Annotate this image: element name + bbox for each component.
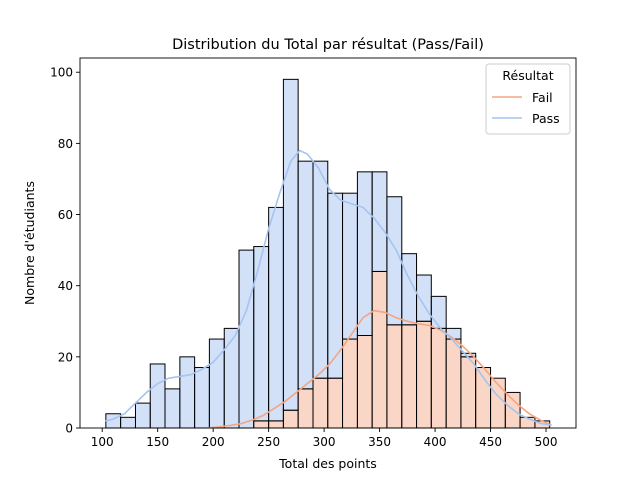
bar-pass <box>164 388 181 429</box>
x-axis: 100 150 200 250 300 350 400 450 500 <box>91 428 558 449</box>
bar-pass <box>134 402 151 429</box>
x-tick-label: 250 <box>257 435 280 449</box>
y-tick-label: 20 <box>58 350 73 364</box>
bar-pass <box>179 356 196 429</box>
bar-pass <box>238 249 255 429</box>
bar-fail <box>342 338 358 429</box>
chart-title: Distribution du Total par résultat (Pass… <box>172 37 484 53</box>
y-axis: 0 20 40 60 80 100 <box>50 66 80 436</box>
bar-fail <box>312 377 329 429</box>
y-tick-label: 0 <box>65 422 73 436</box>
y-tick-label: 80 <box>58 137 73 151</box>
bar-pass <box>253 246 270 422</box>
kde-layer <box>105 149 552 429</box>
x-tick-label: 350 <box>368 435 391 449</box>
y-tick-label: 40 <box>58 279 73 293</box>
bar-pass <box>282 78 299 411</box>
bar-fail <box>356 335 373 429</box>
legend: Résultat Fail Pass <box>485 63 571 135</box>
bar-fail <box>401 324 418 429</box>
bar-pass <box>297 160 314 390</box>
bar-fail <box>490 377 506 429</box>
kde-line-pass <box>105 149 552 426</box>
bar-fail <box>430 327 447 429</box>
bar-fail <box>445 338 462 429</box>
bar-fail <box>371 270 388 429</box>
bar-pass <box>342 192 358 340</box>
y-axis-label: Nombre d'étudiants <box>22 181 37 305</box>
bar-pass <box>194 367 210 429</box>
bars-layer <box>105 78 551 429</box>
x-tick-label: 200 <box>202 435 225 449</box>
x-tick-label: 150 <box>146 435 169 449</box>
bar-pass <box>386 196 403 326</box>
x-tick-label: 400 <box>424 435 447 449</box>
x-axis-label: Total des points <box>278 456 377 471</box>
bar-fail <box>253 420 270 429</box>
x-tick-label: 300 <box>313 435 336 449</box>
legend-box <box>485 63 571 135</box>
x-tick-label: 500 <box>535 435 558 449</box>
bar-pass <box>312 160 329 379</box>
plot-frame <box>79 57 577 429</box>
bar-fail <box>416 320 432 429</box>
y-tick-label: 60 <box>58 208 73 222</box>
bar-pass <box>430 295 447 329</box>
bar-pass <box>445 327 462 340</box>
bar-fail <box>460 356 477 429</box>
bar-pass <box>268 206 284 422</box>
bar-fail <box>297 388 314 429</box>
x-tick-label: 450 <box>479 435 502 449</box>
bar-fail <box>282 409 299 429</box>
legend-title: Résultat <box>502 68 553 83</box>
y-tick-label: 100 <box>50 66 73 80</box>
legend-label-pass: Pass <box>532 111 560 126</box>
bar-fail <box>268 420 284 429</box>
bar-fail <box>386 324 403 429</box>
bar-fail <box>327 377 344 429</box>
bar-pass <box>120 416 136 429</box>
kde-line-fail <box>207 309 552 429</box>
bar-pass <box>371 171 388 272</box>
bar-pass <box>356 171 373 336</box>
bar-pass <box>223 327 240 429</box>
legend-label-fail: Fail <box>532 90 553 105</box>
bar-pass <box>149 363 166 429</box>
x-tick-label: 100 <box>91 435 114 449</box>
